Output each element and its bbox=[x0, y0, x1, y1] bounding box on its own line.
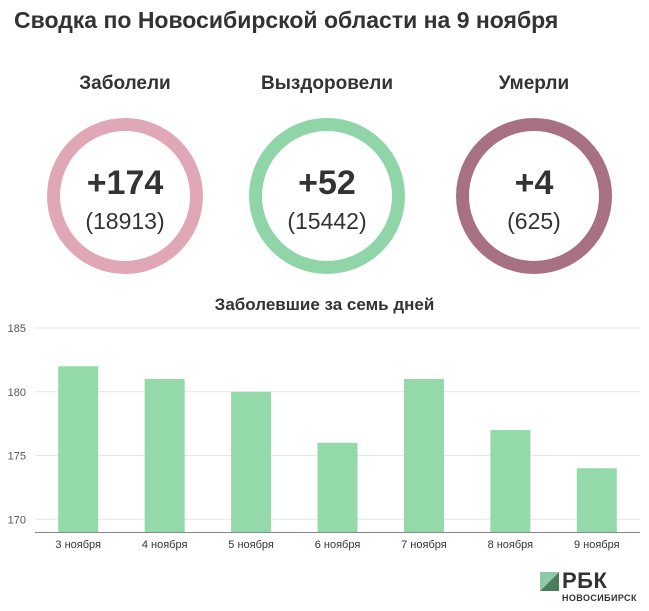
ring-recovered: +52 (15442) bbox=[249, 118, 405, 274]
y-tick-label: 175 bbox=[8, 451, 26, 463]
stat-recovered: Выздоровели +52 (15442) bbox=[232, 70, 422, 280]
stat-deaths: Умерли +4 (625) bbox=[439, 70, 629, 280]
x-tick-label: 9 ноября bbox=[574, 539, 620, 551]
x-tick-label: 8 ноября bbox=[488, 539, 534, 551]
bar-chart: 170 175 180 185 3 ноября 4 ноября 5 ноября 6 но… bbox=[8, 323, 640, 551]
bar bbox=[403, 379, 444, 532]
bar bbox=[144, 379, 185, 532]
stat-delta: +174 bbox=[86, 164, 164, 202]
x-tick-label: 6 ноября bbox=[315, 539, 361, 551]
stat-delta: +52 bbox=[298, 164, 356, 202]
x-tick-label: 7 ноября bbox=[401, 539, 447, 551]
x-tick-label: 4 ноября bbox=[142, 539, 188, 551]
rbc-logo-icon bbox=[540, 572, 559, 591]
ring-infected: +174 (18913) bbox=[47, 118, 203, 274]
stat-label: Выздоровели bbox=[260, 73, 394, 94]
bar bbox=[58, 366, 99, 532]
stat-total: (18913) bbox=[85, 208, 165, 234]
rbc-logo: РБК НОВОСИБИРСК bbox=[540, 568, 645, 608]
page-title: Сводка по Новосибирской области на 9 ноя… bbox=[14, 7, 559, 33]
logo-text: РБК bbox=[562, 568, 608, 593]
ring-deaths: +4 (625) bbox=[456, 118, 612, 274]
stat-total: (15442) bbox=[287, 208, 367, 234]
y-tick-label: 170 bbox=[8, 514, 26, 526]
stat-infected: Заболели +174 (18913) bbox=[30, 70, 220, 280]
bar bbox=[576, 468, 617, 532]
logo-subtext: НОВОСИБИРСК bbox=[562, 593, 637, 603]
stat-label: Заболели bbox=[79, 73, 171, 94]
stat-label: Умерли bbox=[498, 73, 570, 94]
chart-title: Заболевшие за семь дней bbox=[214, 295, 435, 314]
bar bbox=[317, 442, 358, 532]
bar bbox=[231, 391, 272, 532]
bar bbox=[490, 430, 531, 532]
y-tick-label: 180 bbox=[8, 387, 26, 399]
y-tick-label: 185 bbox=[8, 323, 26, 335]
stat-delta: +4 bbox=[514, 164, 554, 202]
x-tick-label: 5 ноября bbox=[228, 539, 274, 551]
stat-total: (625) bbox=[507, 208, 561, 234]
x-tick-label: 3 ноября bbox=[55, 539, 101, 551]
